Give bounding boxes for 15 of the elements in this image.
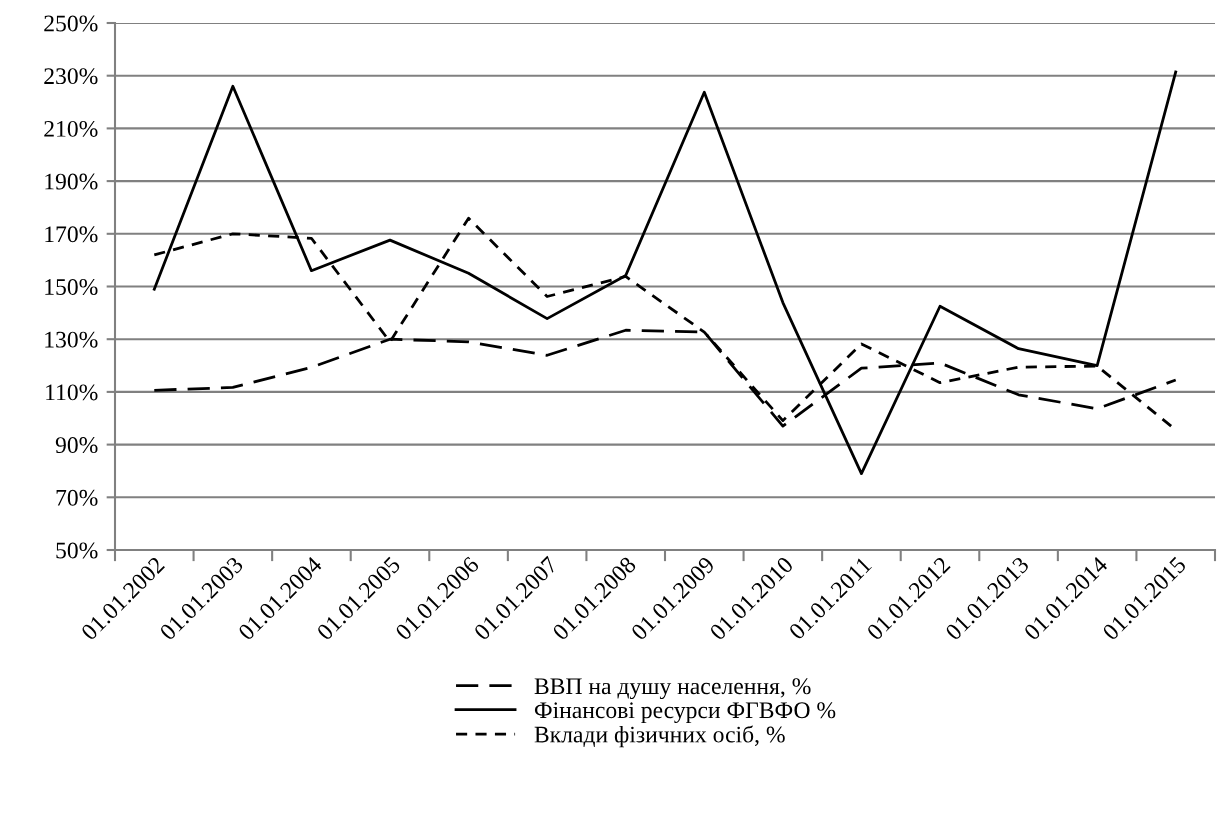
legend-label: Фінансові ресурси ФГВФО % [534, 702, 836, 724]
y-tick-label: 150% [45, 278, 98, 295]
y-tick-label: 170% [45, 226, 98, 243]
line-series [152, 70, 1178, 475]
y-tick-label: 90% [55, 437, 98, 454]
y-tick-label: 70% [56, 489, 98, 506]
y-tick-label: 110% [46, 384, 98, 401]
legend-label: Вклади фізичних осіб, % [534, 725, 785, 748]
y-tick-label: 50% [56, 542, 98, 559]
y-tick-label: 250% [44, 15, 98, 32]
y-tick-label: 210% [44, 120, 98, 137]
y-tick-label: 130% [45, 331, 98, 348]
legend-label: ВВП на душу населення, % [534, 678, 811, 700]
y-tick-label: 190% [45, 173, 98, 190]
y-tick-label: 230% [44, 68, 98, 85]
